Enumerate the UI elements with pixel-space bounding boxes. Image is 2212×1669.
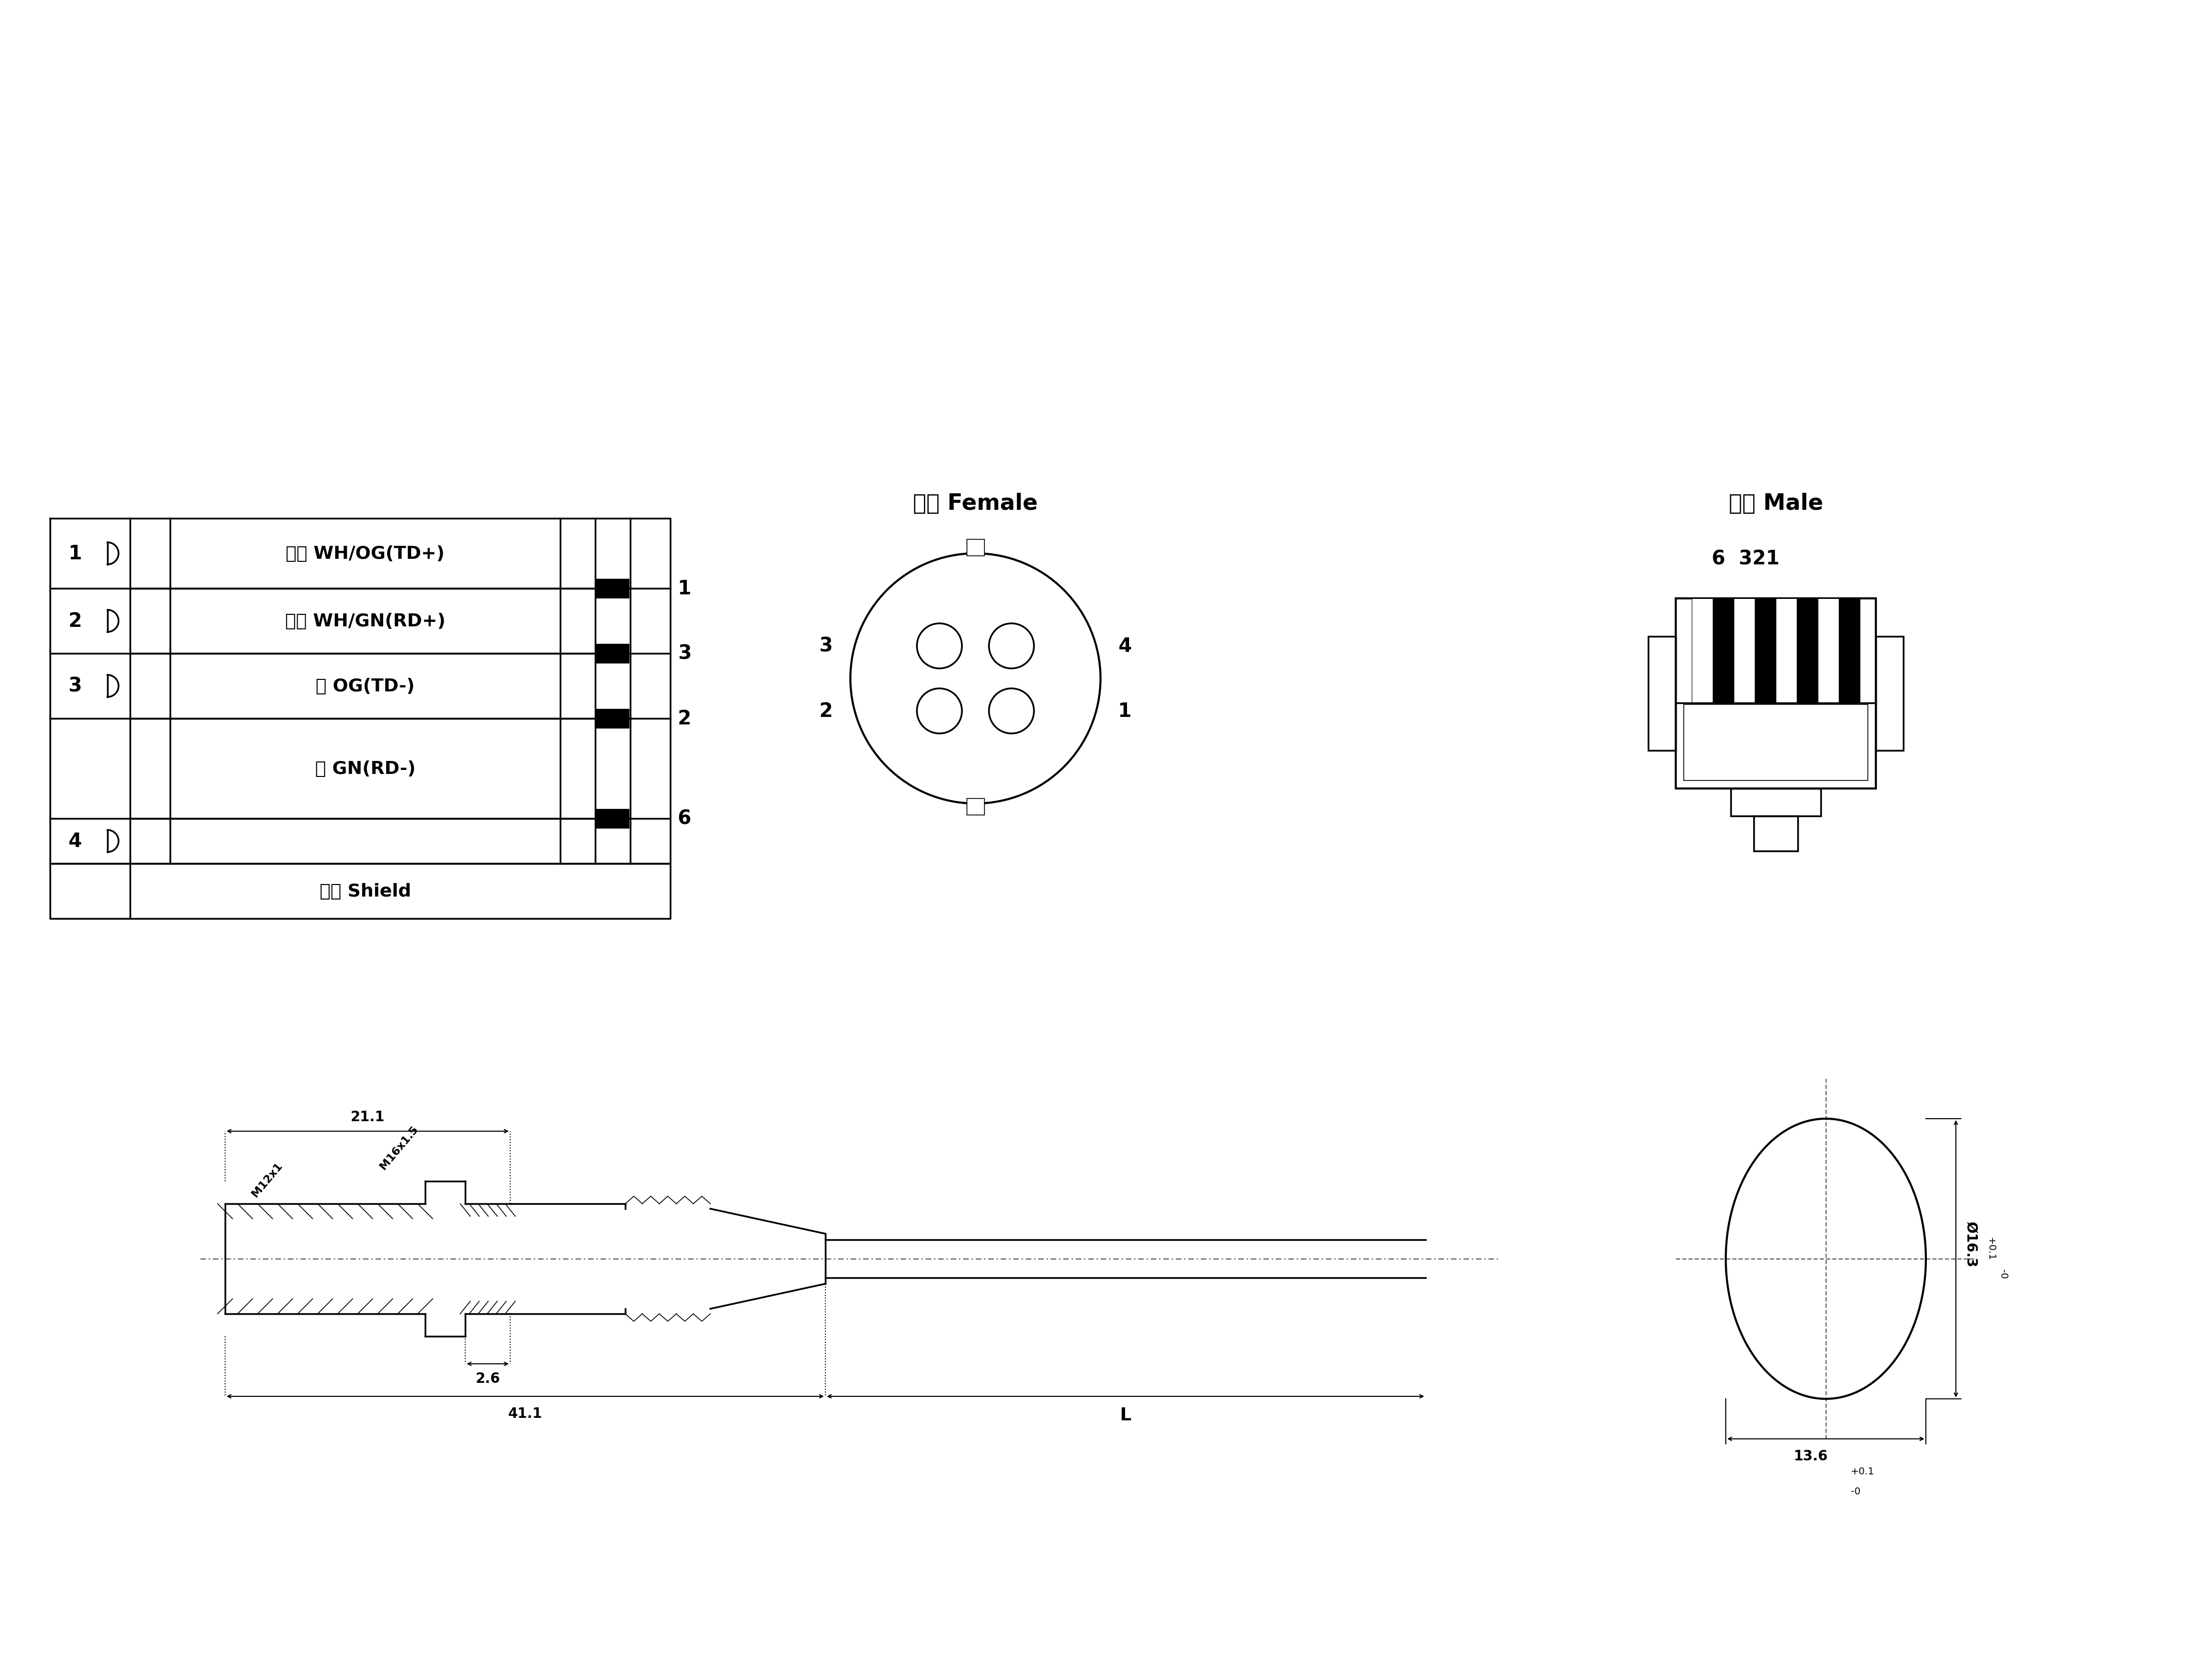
Bar <box>1754 599 1776 703</box>
Bar <box>597 579 628 598</box>
Bar <box>597 709 628 728</box>
Text: 21.1: 21.1 <box>349 1110 385 1123</box>
Text: M16x1.5: M16x1.5 <box>378 1123 420 1172</box>
Bar <box>1796 599 1818 703</box>
Text: 3: 3 <box>69 676 82 696</box>
Text: 2: 2 <box>818 701 834 721</box>
Bar <box>1876 636 1902 751</box>
Text: 橙 OG(TD-): 橙 OG(TD-) <box>316 678 414 694</box>
Text: 4: 4 <box>69 831 82 851</box>
Bar <box>1734 599 1754 703</box>
Bar <box>1754 816 1798 851</box>
Text: M12x1: M12x1 <box>250 1160 285 1198</box>
Text: 6: 6 <box>677 809 692 828</box>
Bar <box>1692 599 1712 703</box>
Text: 1: 1 <box>69 544 82 562</box>
Bar <box>597 644 628 663</box>
Text: 3: 3 <box>818 636 834 656</box>
Bar <box>1683 704 1867 781</box>
Text: 2: 2 <box>677 709 692 728</box>
Text: 13.6: 13.6 <box>1794 1449 1827 1464</box>
Bar <box>1730 789 1820 816</box>
Text: 插针 Male: 插针 Male <box>1728 492 1823 514</box>
Text: 2.6: 2.6 <box>476 1372 500 1385</box>
Bar <box>967 799 984 814</box>
Bar <box>1838 599 1860 703</box>
Text: -0: -0 <box>1851 1487 1860 1495</box>
Text: 3: 3 <box>677 644 692 663</box>
Text: 1: 1 <box>1117 701 1133 721</box>
Text: L: L <box>1119 1407 1130 1424</box>
Text: 白绻 WH/GN(RD+): 白绻 WH/GN(RD+) <box>285 613 445 629</box>
Bar <box>1818 599 1838 703</box>
Text: 1: 1 <box>677 579 692 598</box>
Bar <box>1648 636 1677 751</box>
Text: 绻 GN(RD-): 绻 GN(RD-) <box>314 759 416 778</box>
Text: 白橙 WH/OG(TD+): 白橙 WH/OG(TD+) <box>285 546 445 562</box>
Text: 4: 4 <box>1117 636 1133 656</box>
Text: 6  321: 6 321 <box>1712 549 1781 569</box>
Bar <box>1776 599 1796 703</box>
Text: Ø16.3: Ø16.3 <box>1964 1220 1978 1267</box>
Text: -0: -0 <box>1997 1268 2008 1278</box>
Bar <box>1677 599 1876 789</box>
Text: 屏蔽 Shield: 屏蔽 Shield <box>319 883 411 900</box>
Bar <box>1712 599 1734 703</box>
Text: 2: 2 <box>69 611 82 631</box>
Text: 41.1: 41.1 <box>509 1407 542 1420</box>
Bar <box>967 539 984 556</box>
Text: +0.1: +0.1 <box>1986 1237 1995 1260</box>
Text: +0.1: +0.1 <box>1851 1467 1874 1475</box>
Text: 插孔 Female: 插孔 Female <box>914 492 1037 514</box>
Bar <box>597 809 628 828</box>
